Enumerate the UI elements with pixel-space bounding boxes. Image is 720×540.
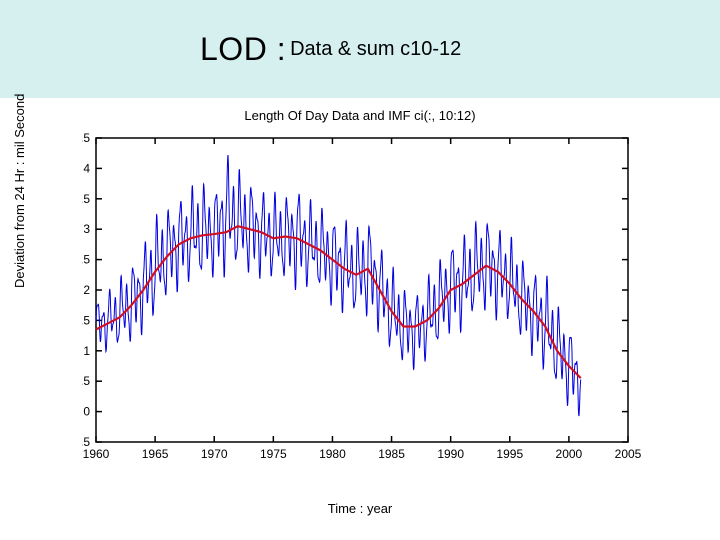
xtick-label: 1995 (496, 447, 523, 461)
ytick-label: 1 (83, 344, 90, 358)
xtick-label: 2000 (556, 447, 583, 461)
y-axis-label: Deviation from 24 Hr : mil Second (12, 94, 27, 288)
chart-title: Length Of Day Data and IMF ci(:, 10:12) (14, 108, 706, 123)
xtick-label: 1980 (319, 447, 346, 461)
series-trend (96, 226, 581, 378)
chart-plot: 1960 1965 1970 1975 1980 1985 1990 1995 2000 2005… (82, 130, 642, 470)
ytick-label: 2.5 (82, 253, 90, 267)
ytick-label: 4.5 (82, 131, 90, 145)
xtick-label: 1970 (201, 447, 228, 461)
xtick-label: 1965 (142, 447, 169, 461)
slide-title-sub: Data & sum c10-12 (290, 38, 461, 61)
ytick-label: -0.5 (82, 435, 90, 449)
slide: LOD : Data & sum c10-12 Length Of Day Da… (0, 0, 720, 540)
ytick-label: 0 (83, 405, 90, 419)
slide-title-main: LOD : (200, 31, 286, 68)
xtick-label: 1990 (437, 447, 464, 461)
xtick-label: 1985 (378, 447, 405, 461)
ytick-label: 3 (83, 222, 90, 236)
ytick-label: 0.5 (82, 374, 90, 388)
x-axis-label: Time : year (14, 501, 706, 516)
series-raw-data (96, 155, 581, 416)
title-band: LOD : Data & sum c10-12 (0, 0, 720, 98)
xtick-label: 1960 (83, 447, 110, 461)
ytick-label: 1.5 (82, 313, 90, 327)
xtick-label: 2005 (615, 447, 642, 461)
xtick-label: 1975 (260, 447, 287, 461)
ytick-label: 4 (83, 161, 90, 175)
ytick-label: 3.5 (82, 192, 90, 206)
ytick-label: 2 (83, 283, 90, 297)
chart-container: Length Of Day Data and IMF ci(:, 10:12) … (14, 108, 706, 518)
